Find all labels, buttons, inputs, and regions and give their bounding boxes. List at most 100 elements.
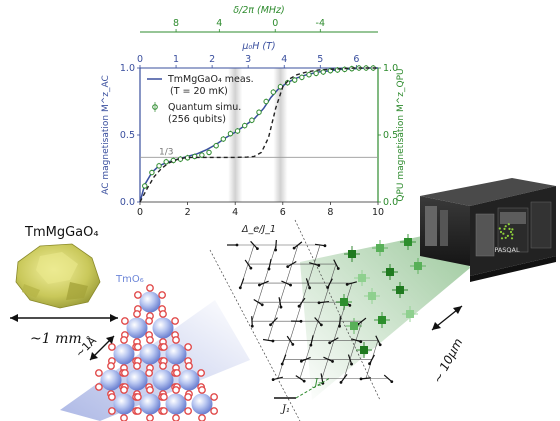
qubit-glow <box>356 349 372 351</box>
logo-dot <box>499 230 503 234</box>
spin-arrow <box>262 338 274 342</box>
spin-arrow <box>287 260 297 268</box>
y-right-tick-label: 0.5 <box>383 130 398 141</box>
spin-bond <box>307 263 315 284</box>
qubit-atom <box>368 292 376 300</box>
spin-arrow <box>301 356 311 362</box>
spin-arrow <box>357 317 367 325</box>
qubit-glow <box>343 294 345 310</box>
oxygen-site <box>108 393 116 401</box>
qubit-atom <box>360 346 368 354</box>
atom-scale-arrow <box>431 305 463 331</box>
spin-arrow <box>320 373 324 384</box>
spin-arrow <box>333 259 339 269</box>
oxygen-site <box>172 414 180 421</box>
qubit-glow <box>363 342 365 358</box>
spin-arrow <box>253 298 263 306</box>
spin-head <box>359 340 363 344</box>
x-top-field-tick-label: 4 <box>281 54 287 65</box>
qubit-atom <box>386 268 394 276</box>
spin-bond <box>317 302 325 322</box>
oxygen-site <box>120 336 128 344</box>
x-bottom-tick-label: 0 <box>137 207 143 218</box>
spin-arrow <box>309 262 319 267</box>
tm-ion <box>165 393 187 415</box>
spin-bond <box>323 283 331 303</box>
sim-point <box>306 72 312 78</box>
spin-bond <box>279 283 287 303</box>
axis-ticks: 0 2 4 6 8 10 0 1 2 3 4 5 6 8 4 0 -4 0.0 0.5 1.0 0.0 0.5 1.0 <box>120 18 398 218</box>
sim-point <box>177 156 184 162</box>
magnetisation-chart: 1/3 0 2 4 6 8 10 0 1 2 3 4 5 6 8 4 0 -4 0.0 0.5 1.0 0.0 0.5 1.… <box>101 5 406 235</box>
qubit-glow <box>382 271 398 273</box>
x-bottom-tick-label: 10 <box>372 207 384 218</box>
x-bottom-label: Δ_e/J_1 <box>241 224 276 235</box>
qubit-array <box>336 234 426 358</box>
x-top-freq-tick-label: 4 <box>216 18 222 29</box>
oxygen-site <box>159 343 168 351</box>
oxygen-site <box>95 383 103 391</box>
oxygen-site <box>158 291 167 299</box>
sim-point <box>256 109 262 115</box>
highlight-band-0 <box>228 68 243 202</box>
spin-arrow <box>250 240 258 250</box>
spin-bond <box>321 359 329 379</box>
tm-ion <box>178 369 200 391</box>
spin-arrow <box>259 280 269 286</box>
logo-dot <box>502 232 505 235</box>
green-beam <box>300 228 470 400</box>
spin-head <box>339 380 343 384</box>
x-bottom-tick-label: 6 <box>280 207 286 218</box>
oxygen-site <box>146 336 154 344</box>
oxygen-site <box>172 369 181 377</box>
qubit-atom <box>348 250 356 258</box>
spin-arrow <box>323 356 333 362</box>
spin-head <box>235 243 239 247</box>
sim-point <box>156 163 162 169</box>
spin-head <box>326 286 330 289</box>
spin-bond <box>289 321 297 341</box>
qubit-atom <box>404 238 412 246</box>
spin-head <box>286 265 290 269</box>
qubit-glow <box>392 289 408 291</box>
qubit-atom <box>358 274 366 282</box>
qubit-atom <box>350 322 358 330</box>
tm-ion <box>165 343 187 365</box>
sim-point <box>263 98 269 105</box>
x-top-field-tick-label: 1 <box>173 54 179 65</box>
plateau-line: 1/3 <box>140 147 378 158</box>
oxygen-site <box>133 310 141 318</box>
spin-bond <box>251 302 259 322</box>
sim-point <box>270 89 276 95</box>
spin-head <box>378 343 382 347</box>
spin-bond <box>313 244 321 265</box>
y-right-label: QPU magnetisation M^z_QPU <box>396 68 406 201</box>
spin-arrow <box>347 354 353 365</box>
spin-head <box>299 319 303 323</box>
oxygen-site <box>159 393 168 401</box>
sim-point <box>149 169 155 176</box>
sim-point <box>213 143 219 149</box>
x-top-field-tick-label: 6 <box>353 54 359 65</box>
oxygen-site <box>146 386 154 394</box>
logo-dot <box>504 236 507 239</box>
legend: TmMgGaO₄ meas. (T = 20 mK) Quantum simu.… <box>147 74 254 125</box>
spin-bond <box>291 244 299 265</box>
plateau-label: 1/3 <box>159 147 173 157</box>
y-left-tick-label: 0.5 <box>120 130 135 141</box>
spin-head <box>299 359 303 363</box>
legend-sim-label: Quantum simu. <box>168 102 241 113</box>
spin-arrow <box>268 259 272 270</box>
tm-ion <box>152 317 174 339</box>
spin-head <box>336 267 340 270</box>
oxygen-site <box>133 407 142 415</box>
spin-head <box>271 378 275 381</box>
tmo6-label: TmO₆ <box>115 274 144 285</box>
sim-point <box>242 122 248 129</box>
spin-arrow <box>310 335 314 346</box>
oxygen-site <box>159 362 167 370</box>
spin-bond <box>295 302 303 322</box>
oxygen-site <box>184 343 193 351</box>
qubit-glow <box>354 277 370 279</box>
x-top-field-label: μ₀H (T) <box>241 41 275 52</box>
